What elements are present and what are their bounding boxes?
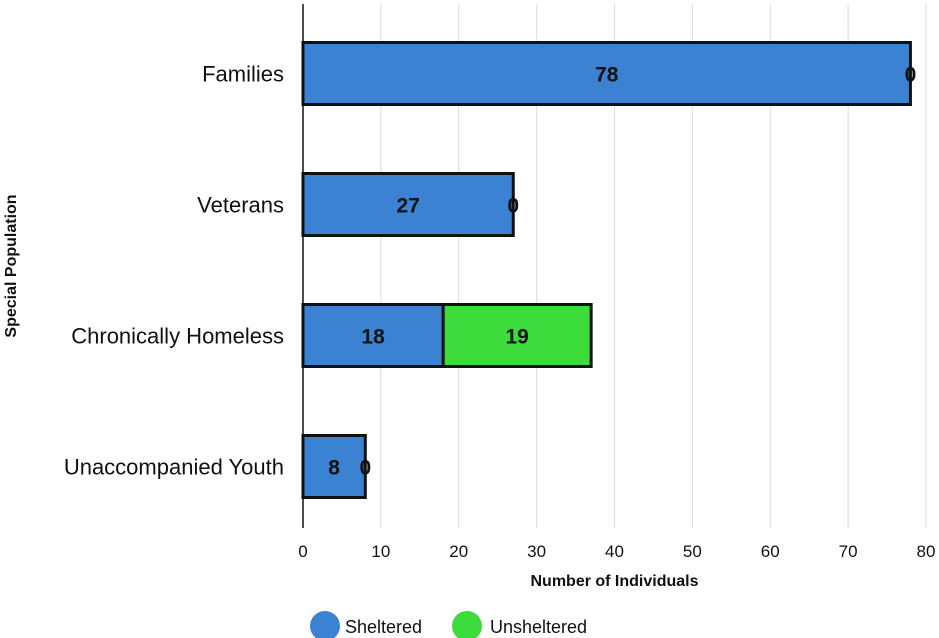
data-label-unsheltered-families: 0 bbox=[905, 64, 917, 87]
legend-label-unsheltered: Unsheltered bbox=[490, 617, 587, 637]
data-label-unsheltered-unaccompanied-youth: 0 bbox=[359, 457, 371, 480]
x-axis-title: Number of Individuals bbox=[530, 573, 698, 590]
x-tick-label-50: 50 bbox=[683, 542, 702, 561]
data-label-unsheltered-veterans: 0 bbox=[507, 195, 519, 218]
y-axis-title: Special Population bbox=[3, 194, 20, 337]
data-label-sheltered-unaccompanied-youth: 8 bbox=[328, 457, 340, 480]
category-label-chronically-homeless: Chronically Homeless bbox=[71, 324, 284, 349]
bar-sheltered-veterans[interactable] bbox=[301, 172, 515, 237]
x-tick-label-60: 60 bbox=[761, 542, 780, 561]
category-label-unaccompanied-youth: Unaccompanied Youth bbox=[64, 455, 284, 480]
x-tick-label-30: 30 bbox=[527, 542, 546, 561]
legend[interactable]: Sheltered Unsheltered bbox=[310, 611, 587, 638]
x-tick-label-20: 20 bbox=[449, 542, 468, 561]
data-labels: 78 027 018 198 0 bbox=[328, 64, 916, 480]
x-tick-label-40: 40 bbox=[605, 542, 624, 561]
legend-label-sheltered: Sheltered bbox=[345, 617, 422, 637]
x-tick-label-70: 70 bbox=[839, 542, 858, 561]
x-tick-label-10: 10 bbox=[371, 542, 390, 561]
x-tick-labels: 0 10 20 30 40 50 60 70 80 bbox=[298, 542, 935, 561]
legend-swatch-sheltered bbox=[310, 611, 340, 638]
x-tick-label-0: 0 bbox=[298, 542, 307, 561]
category-labels: Families Veterans Chronically Homeless Unac… bbox=[64, 62, 284, 480]
bar-sheltered-unaccompanied-youth[interactable] bbox=[301, 434, 367, 499]
data-label-unsheltered-chronically-homeless: 19 bbox=[505, 326, 528, 349]
category-label-veterans: Veterans bbox=[197, 193, 284, 218]
x-tick-label-80: 80 bbox=[917, 542, 936, 561]
data-label-sheltered-chronically-homeless: 18 bbox=[361, 326, 385, 349]
legend-swatch-unsheltered bbox=[452, 611, 482, 638]
data-label-sheltered-families: 78 bbox=[595, 64, 619, 87]
category-label-families: Families bbox=[202, 62, 284, 87]
bar-unsheltered-chronically-homeless[interactable] bbox=[441, 303, 593, 368]
bars bbox=[301, 41, 912, 499]
data-label-sheltered-veterans: 27 bbox=[396, 195, 419, 218]
